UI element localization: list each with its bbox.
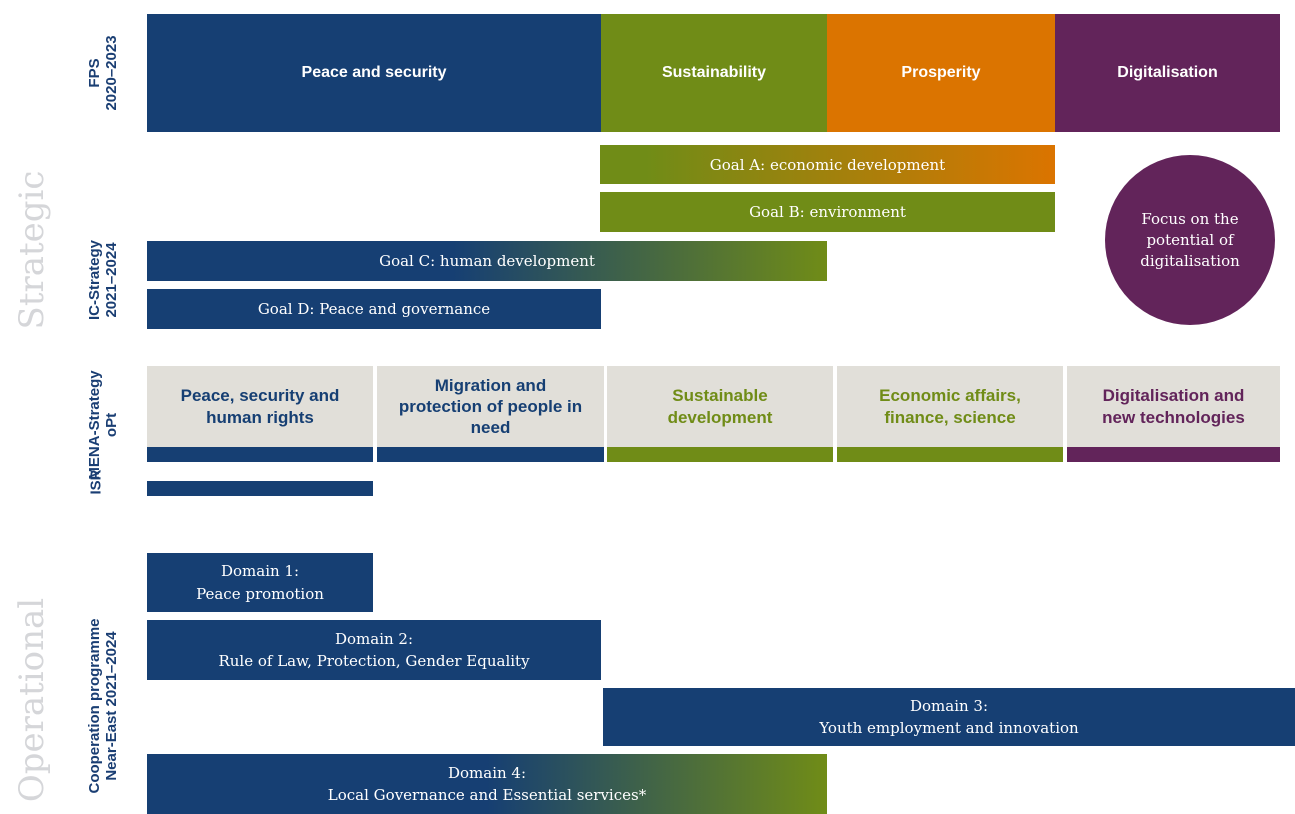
domain-text: Peace promotion — [196, 584, 324, 603]
domain-text: Youth employment and innovation — [819, 719, 1079, 737]
fps-item: Sustainability — [601, 14, 827, 132]
goal: Goal C: human development — [147, 241, 827, 281]
row-label: IC-Strategy 2021–2024 — [86, 240, 121, 320]
label-line: oPt — [103, 412, 120, 438]
mena-item: Economic affairs, finance, science — [837, 366, 1063, 447]
mena-item: Peace, security and human rights — [147, 366, 373, 447]
fps-item: Prosperity — [827, 14, 1055, 132]
label-line: IC-Strategy — [85, 239, 103, 321]
mena-item: Sustainable development — [607, 366, 833, 447]
mena-bar — [607, 447, 833, 462]
label-line: Near-East 2021–2024 — [103, 631, 120, 781]
mena-bar — [147, 447, 373, 462]
fps-item: Digitalisation — [1055, 14, 1280, 132]
domain-title: Domain 2: — [334, 629, 414, 648]
mena-bar — [1067, 447, 1280, 462]
fps-item: Peace and security — [147, 14, 601, 132]
domain-text: Rule of Law, Protection, Gender Equality — [218, 652, 530, 670]
label-line: MENA-Strategy — [85, 370, 103, 480]
domain-title: Domain 4: — [447, 763, 527, 782]
domain-title: Domain 3: — [909, 696, 989, 715]
label-line: 2021–2024 — [103, 242, 120, 318]
mena-bar — [377, 447, 604, 462]
mena-bar — [837, 447, 1063, 462]
row-label: Cooperation programme Near-East 2021–2024 — [86, 618, 121, 793]
goal: Goal A: economic development — [600, 145, 1055, 184]
section-label: Operational — [12, 597, 52, 803]
row-label: MENA-Strategy oPt — [86, 370, 121, 479]
goal: Goal B: environment — [600, 192, 1055, 232]
domain: Domain 1: Peace promotion — [147, 553, 373, 612]
domain: Domain 2: Rule of Law, Protection, Gender… — [147, 620, 601, 680]
focus-circle: Focus on the potential of digitalisation — [1105, 155, 1275, 325]
domain-text: Local Governance and Essential services* — [327, 786, 647, 804]
isr-bar — [147, 481, 373, 496]
row-label: ISR — [87, 469, 105, 495]
domain: Domain 4: Local Governance and Essential … — [147, 754, 827, 814]
label-line: Cooperation programme — [85, 618, 103, 794]
label-line: 2020–2023 — [103, 35, 120, 111]
domain: Domain 3: Youth employment and innovation — [603, 688, 1295, 746]
domain-title: Domain 1: — [220, 562, 300, 580]
mena-item: Migration and protection of people in ne… — [377, 366, 604, 447]
row-label: FPS 2020–2023 — [86, 35, 121, 110]
section-label: Strategic — [12, 170, 52, 330]
mena-item: Digitalisation and new technologies — [1067, 366, 1280, 447]
goal: Goal D: Peace and governance — [147, 289, 601, 329]
label-line: FPS — [85, 58, 103, 88]
